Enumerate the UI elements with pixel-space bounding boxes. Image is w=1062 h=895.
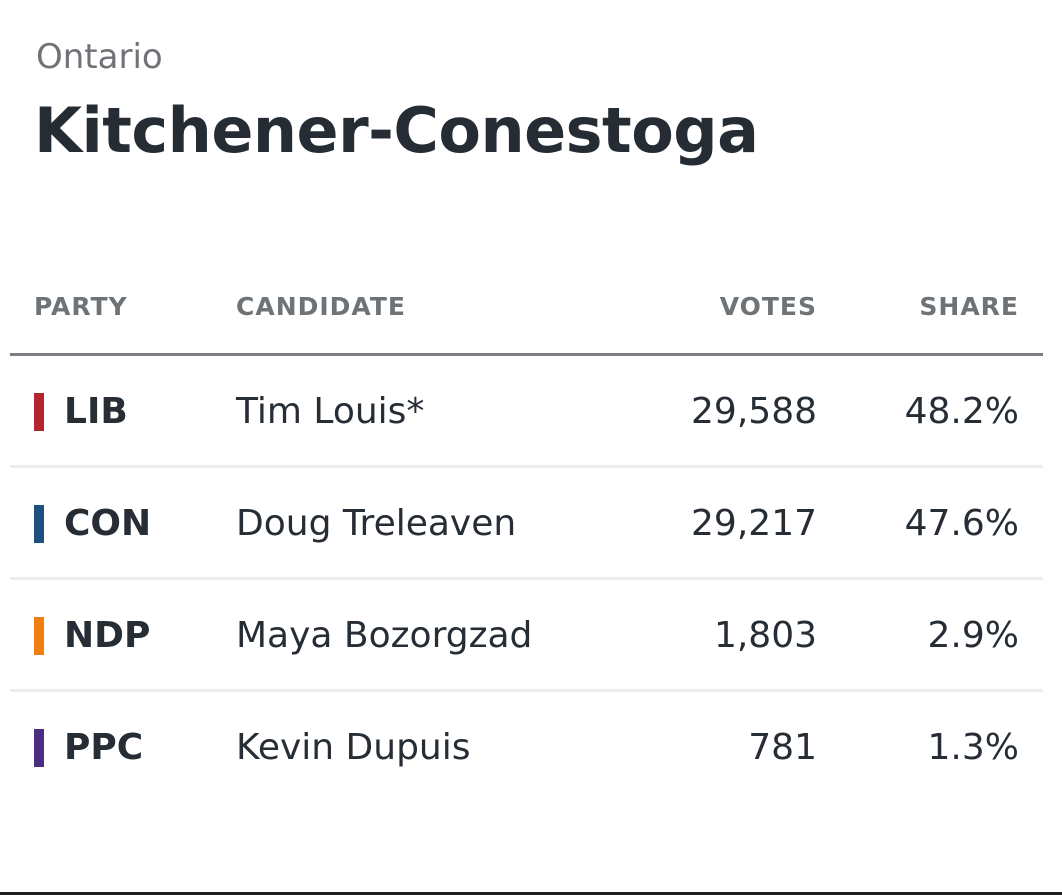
candidate-name: Tim Louis* [236, 391, 425, 432]
vote-share: 2.9% [927, 615, 1019, 656]
table-row: PPC Kevin Dupuis 781 1.3% [10, 692, 1043, 801]
vote-share: 48.2% [904, 391, 1019, 432]
table-row: CON Doug Treleaven 29,217 47.6% [10, 468, 1043, 580]
table-row: LIB Tim Louis* 29,588 48.2% [10, 356, 1043, 468]
party-color-swatch [34, 617, 44, 655]
candidate-name: Kevin Dupuis [236, 727, 471, 768]
bottom-divider [0, 892, 1062, 895]
column-header-party: PARTY [34, 292, 128, 321]
party-code: CON [64, 503, 152, 544]
candidate-name: Doug Treleaven [236, 503, 517, 544]
table-header: PARTY CANDIDATE VOTES SHARE [10, 280, 1043, 356]
riding-title: Kitchener-Conestoga [34, 94, 759, 167]
party-code: PPC [64, 727, 144, 768]
results-table: PARTY CANDIDATE VOTES SHARE LIB Tim Loui… [10, 280, 1043, 801]
vote-count: 29,217 [691, 503, 817, 544]
party-code: NDP [64, 615, 151, 656]
table-row: NDP Maya Bozorgzad 1,803 2.9% [10, 580, 1043, 692]
party-color-swatch [34, 393, 44, 431]
vote-count: 1,803 [713, 615, 817, 656]
vote-count: 29,588 [691, 391, 817, 432]
vote-share: 1.3% [927, 727, 1019, 768]
vote-count: 781 [748, 727, 817, 768]
party-color-swatch [34, 729, 44, 767]
region-label: Ontario [36, 37, 163, 77]
column-header-votes: VOTES [719, 292, 817, 321]
party-code: LIB [64, 391, 128, 432]
party-color-swatch [34, 505, 44, 543]
candidate-name: Maya Bozorgzad [236, 615, 533, 656]
column-header-share: SHARE [919, 292, 1019, 321]
vote-share: 47.6% [904, 503, 1019, 544]
column-header-candidate: CANDIDATE [236, 292, 406, 321]
